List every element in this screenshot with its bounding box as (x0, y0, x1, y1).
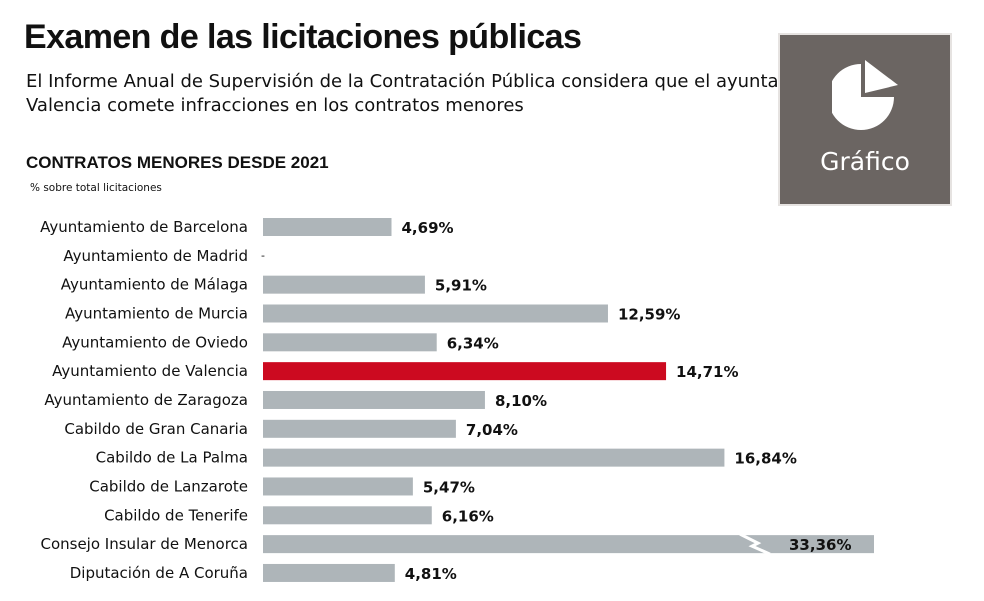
value-label: 4,69% (402, 219, 454, 237)
value-label: 14,71% (676, 363, 738, 381)
bar (263, 477, 413, 496)
category-label: Consejo Insular de Menorca (40, 535, 248, 553)
value-label: 6,16% (442, 507, 494, 525)
chart-unit-label: % sobre total licitaciones (30, 182, 162, 194)
bar (263, 506, 432, 525)
category-label: Ayuntamiento de Málaga (61, 276, 248, 294)
category-label: Cabildo de Gran Canaria (64, 420, 248, 438)
value-label: 6,34% (447, 334, 499, 352)
bar (263, 563, 395, 582)
category-label: Ayuntamiento de Oviedo (62, 333, 248, 351)
category-label: Ayuntamiento de Zaragoza (44, 391, 248, 409)
bar (263, 304, 608, 323)
bar (263, 275, 425, 294)
value-label: 5,91% (435, 277, 487, 295)
category-label: Ayuntamiento de Barcelona (40, 218, 248, 236)
page-subtitle: El Informe Anual de Supervisión de la Co… (26, 71, 870, 116)
category-label: Ayuntamiento de Murcia (65, 304, 248, 322)
value-label: 12,59% (618, 305, 680, 323)
category-label: Cabildo de Tenerife (104, 506, 248, 524)
category-label: Ayuntamiento de Madrid (63, 247, 248, 265)
value-label: 16,84% (734, 450, 796, 468)
bar (263, 362, 667, 381)
chart-title: CONTRATOS MENORES DESDE 2021 (26, 153, 329, 172)
grafico-logo: Gráfico (778, 33, 952, 206)
category-label: Diputación de A Coruña (70, 564, 248, 582)
logo-label: Gráfico (820, 147, 910, 176)
bar (263, 218, 392, 236)
value-label: 4,81% (405, 565, 457, 583)
page-title: Examen de las licitaciones públicas (24, 18, 582, 56)
bar (263, 535, 874, 554)
bar (263, 448, 725, 467)
value-label: 5,47% (423, 478, 475, 496)
category-label: Ayuntamiento de Valencia (52, 362, 248, 380)
value-label: 7,04% (466, 421, 518, 439)
value-label: 8,10% (495, 392, 547, 410)
category-label: Cabildo de Lanzarote (89, 477, 248, 495)
pie-chart-icon (832, 60, 898, 130)
bar (263, 419, 456, 438)
axis-break-mark (739, 532, 771, 556)
value-label: 33,36% (789, 536, 851, 554)
bar (263, 390, 485, 409)
value-label: - (261, 249, 265, 262)
bar (263, 333, 437, 352)
category-label: Cabildo de La Palma (96, 449, 248, 467)
